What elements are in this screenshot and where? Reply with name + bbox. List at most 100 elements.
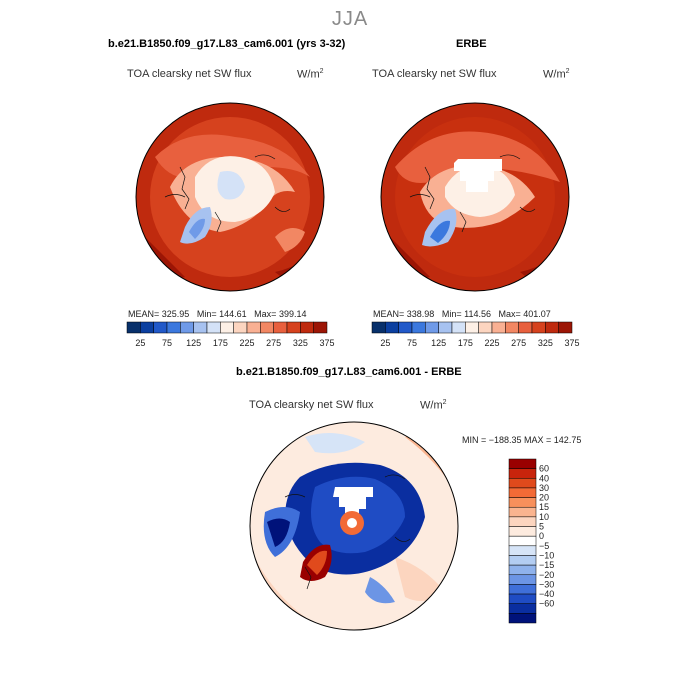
panel-1-colorbar-tick-label: 275 bbox=[266, 338, 281, 348]
panel-2-colorbar-tick-label: 175 bbox=[458, 338, 473, 348]
panel-2-colorbar-swatch bbox=[398, 321, 413, 334]
panel-1-colorbar-swatch bbox=[313, 321, 328, 334]
panel-1-colorbar-swatch bbox=[140, 321, 154, 334]
panel-2-colorbar-swatch bbox=[558, 321, 573, 334]
panel-1-colorbar-swatch bbox=[166, 321, 181, 334]
panel-2-colorbar-labels: 25 75 125 175 225 275 325 375 bbox=[380, 338, 579, 348]
diff-colorbar-swatch bbox=[508, 613, 537, 624]
diff-colorbar-tick-label: −30 bbox=[539, 579, 554, 589]
panel-1-colorbar-swatch bbox=[153, 321, 168, 334]
panel-2-colorbar-tick-label: 325 bbox=[538, 338, 553, 348]
panel-2-subtitle: TOA clearsky net SW flux bbox=[372, 68, 497, 80]
diff-colorbar-swatch bbox=[508, 584, 537, 595]
diff-colorbar-tick-label: −15 bbox=[539, 560, 554, 570]
panel-1-colorbar-swatch bbox=[300, 321, 314, 334]
panel-2-colorbar-swatch bbox=[465, 321, 479, 334]
panel-1-colorbar-labels: 25 75 125 175 225 275 325 375 bbox=[135, 338, 334, 348]
panel-2-colorbar-tick-label: 75 bbox=[407, 338, 417, 348]
panel-2-colorbar-swatch bbox=[411, 321, 426, 334]
diff-colorbar-tick-label: 10 bbox=[539, 512, 549, 522]
panel-1-title: b.e21.B1850.f09_g17.L83_cam6.001 (yrs 3-… bbox=[108, 38, 346, 50]
panel-1-colorbar-swatch bbox=[273, 321, 288, 334]
diff-units: W/m2 bbox=[420, 399, 447, 412]
panel-1-colorbar bbox=[126, 321, 328, 334]
panel-1-colorbar-swatch bbox=[180, 321, 194, 334]
panel-2-colorbar-tick-label: 25 bbox=[380, 338, 390, 348]
panel-2-colorbar-swatch bbox=[438, 321, 453, 334]
panel-2-missing-data bbox=[454, 159, 502, 192]
panel-2-colorbar-swatch bbox=[545, 321, 559, 334]
diff-colorbar-swatch bbox=[508, 458, 537, 469]
panel-1-colorbar-tick-label: 325 bbox=[293, 338, 308, 348]
panel-2-units: W/m2 bbox=[543, 68, 570, 81]
diff-colorbar bbox=[508, 458, 537, 624]
diff-colorbar-swatch bbox=[508, 487, 537, 498]
panel-1-colorbar-tick-label: 375 bbox=[319, 338, 334, 348]
panel-1-colorbar-swatch bbox=[220, 321, 234, 334]
diff-colorbar-swatch bbox=[508, 545, 537, 556]
diff-colorbar-tick-label: 0 bbox=[539, 531, 544, 541]
panel-2-colorbar-tick-label: 125 bbox=[431, 338, 446, 348]
panel-1-colorbar-swatch bbox=[206, 321, 221, 334]
diff-minmax: MIN = −188.35 MAX = 142.75 bbox=[462, 435, 582, 445]
panel-2-colorbar-swatch bbox=[371, 321, 386, 334]
panel-1-colorbar-swatch bbox=[260, 321, 274, 334]
diff-colorbar-tick-label: −10 bbox=[539, 550, 554, 560]
panel-1-colorbar-swatch bbox=[126, 321, 141, 334]
diff-subtitle: TOA clearsky net SW flux bbox=[249, 399, 374, 411]
panel-1-stats: MEAN= 325.95 Min= 144.61 Max= 399.14 bbox=[128, 309, 307, 319]
diff-title: b.e21.B1850.f09_g17.L83_cam6.001 - ERBE bbox=[236, 366, 462, 378]
panel-1-colorbar-swatch bbox=[193, 321, 208, 334]
diff-colorbar-tick-label: −40 bbox=[539, 589, 554, 599]
panel-1-colorbar-tick-label: 175 bbox=[213, 338, 228, 348]
panel-1-subtitle: TOA clearsky net SW flux bbox=[127, 68, 252, 80]
diff-colorbar-swatch bbox=[508, 506, 537, 518]
panel-2-colorbar-swatch bbox=[505, 321, 519, 334]
panel-1-colorbar-swatch bbox=[286, 321, 301, 334]
diff-missing-data bbox=[333, 487, 373, 517]
panel-2-stats: MEAN= 338.98 Min= 114.56 Max= 401.07 bbox=[373, 309, 551, 319]
panel-1-colorbar-swatch bbox=[246, 321, 261, 334]
diff-colorbar-tick-label: 15 bbox=[539, 502, 549, 512]
diff-colorbar-tick-label: −5 bbox=[539, 541, 549, 551]
panel-2-title: ERBE bbox=[456, 38, 487, 50]
panel-2-colorbar-swatch bbox=[425, 321, 439, 334]
diff-colorbar-tick-label: −60 bbox=[539, 599, 554, 609]
diff-colorbar-swatch bbox=[508, 478, 537, 489]
panel-1-colorbar-tick-label: 75 bbox=[162, 338, 172, 348]
panel-2-colorbar-swatch bbox=[518, 321, 533, 334]
panel-1-units: W/m2 bbox=[297, 68, 324, 81]
panel-1-colorbar-tick-label: 25 bbox=[135, 338, 145, 348]
diff-colorbar-swatch bbox=[508, 535, 537, 547]
panel-1-colorbar-tick-label: 125 bbox=[186, 338, 201, 348]
panel-2-colorbar-swatch bbox=[531, 321, 546, 334]
panel-2-colorbar-swatch bbox=[385, 321, 399, 334]
diff-colorbar-tick-label: 30 bbox=[539, 483, 549, 493]
panel-1-colorbar-swatch bbox=[233, 321, 248, 334]
diff-colorbar-swatch bbox=[508, 603, 537, 614]
diff-colorbar-tick-label: 60 bbox=[539, 464, 549, 474]
diff-colorbar-swatch bbox=[508, 555, 537, 566]
panel-2-colorbar-swatch bbox=[451, 321, 466, 334]
panel-2-colorbar-swatch bbox=[478, 321, 493, 334]
panel-1-colorbar-tick-label: 225 bbox=[239, 338, 254, 348]
season-title: JJA bbox=[331, 8, 369, 30]
panel-2-colorbar-swatch bbox=[491, 321, 506, 334]
diff-map bbox=[249, 421, 459, 631]
panel-2-colorbar-tick-label: 375 bbox=[564, 338, 579, 348]
panel-2-map bbox=[380, 102, 570, 292]
diff-colorbar-swatch bbox=[508, 564, 537, 576]
panel-2-colorbar-tick-label: 275 bbox=[511, 338, 526, 348]
diff-colorbar-swatch bbox=[508, 574, 537, 585]
diff-colorbar-swatch bbox=[508, 526, 537, 537]
diff-colorbar-tick-label: 40 bbox=[539, 473, 549, 483]
diff-colorbar-swatch bbox=[508, 468, 537, 479]
panel-1-map bbox=[135, 102, 325, 292]
diff-colorbar-swatch bbox=[508, 516, 537, 527]
diff-colorbar-tick-label: 5 bbox=[539, 522, 544, 532]
diff-colorbar-tick-label: −20 bbox=[539, 570, 554, 580]
diff-colorbar-swatch bbox=[508, 497, 537, 508]
diff-colorbar-tick-label: 20 bbox=[539, 493, 549, 503]
diff-colorbar-swatch bbox=[508, 593, 537, 604]
